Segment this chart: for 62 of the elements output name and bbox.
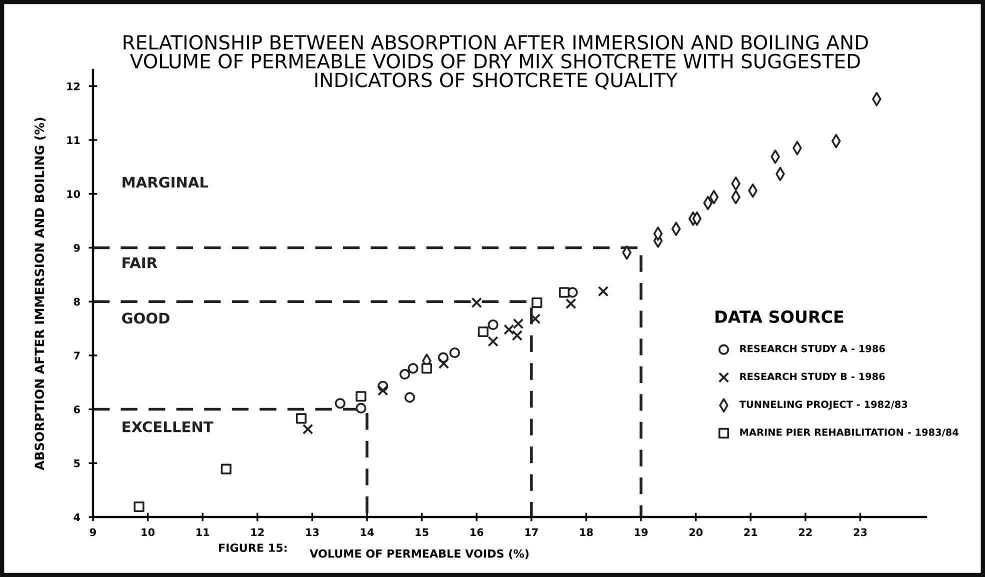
x-tick-label: 21 [744, 528, 758, 536]
point [134, 501, 144, 512]
y-tick-label: 10 [67, 190, 80, 198]
annotation: GOOD [122, 312, 170, 324]
legend-label: MARINE PIER REHABILITATION - 1983/84 [740, 428, 958, 437]
point [449, 347, 460, 358]
point [408, 363, 418, 374]
point [598, 286, 609, 297]
y-tick-label: 9 [74, 244, 80, 252]
legend-label: RESEARCH STUDY A - 1986 [740, 344, 885, 352]
chart-title: RELATIONSHIP BETWEEN ABSORPTION AFTER IMMERSION AND BOILING AND VOLUME OF PERMEABLE VOIDS OF DRY MIX SHOTCRETE WITH SUGGESTED INDICATORS OF SHOTCRETE QUALITY [124, 34, 868, 90]
x-tick-label: 18 [580, 528, 593, 536]
x-tick-label: 9 [90, 528, 96, 536]
y-tick-label: 11 [67, 136, 80, 144]
x-axis-title: VOLUME OF PERMEABLE VOIDS (%) [310, 549, 529, 560]
point [488, 336, 498, 347]
caption: FIGURE 15: [219, 544, 287, 552]
x-tick-label: 13 [306, 528, 319, 536]
x-tick-label: 23 [854, 528, 867, 536]
point [302, 424, 314, 435]
legend-label: TUNNELING PROJECT - 1982/83 [739, 400, 908, 410]
point [334, 398, 346, 409]
legend-label: RESEARCH STUDY B - 1986 [740, 372, 885, 380]
y-tick-label: 4 [74, 513, 80, 521]
point [356, 402, 366, 414]
point [404, 392, 416, 403]
annotation: MARGINAL [122, 176, 208, 188]
x-tick-label: 15 [416, 528, 428, 536]
y-tick-label: 12 [67, 82, 80, 90]
legend-title: DATA SOURCE [716, 310, 844, 324]
point [504, 324, 514, 335]
point [566, 298, 576, 310]
point [220, 464, 232, 474]
x-tick-label: 19 [634, 528, 648, 536]
point [512, 330, 523, 341]
point [438, 358, 450, 369]
point [421, 363, 432, 374]
y-tick-label: 8 [74, 298, 80, 306]
point [296, 413, 307, 424]
x-tick-label: 12 [251, 528, 264, 536]
x-tick-label: 11 [196, 528, 210, 536]
point [559, 287, 570, 298]
x-tick-label: 17 [525, 528, 538, 536]
point [532, 297, 542, 308]
x-tick-label: 16 [470, 528, 484, 536]
x-tick-label: 10 [142, 528, 155, 536]
y-tick-label: 6 [74, 406, 80, 414]
annotation: EXCELLENT [122, 421, 214, 432]
point [471, 297, 482, 308]
point [400, 368, 410, 380]
x-tick-label: 20 [689, 528, 703, 536]
y-tick-label: 5 [74, 460, 80, 468]
annotation: FAIR [122, 257, 158, 268]
y-tick-label: 7 [74, 352, 80, 360]
point [378, 385, 388, 396]
point [478, 326, 488, 338]
point [512, 318, 524, 330]
point [356, 391, 366, 402]
point [488, 319, 498, 330]
x-tick-label: 14 [360, 528, 374, 536]
y-axis-title: ABSORPTION AFTER IMMERSION AND BOILING (%) [34, 118, 46, 470]
x-tick-label: 22 [799, 528, 812, 536]
